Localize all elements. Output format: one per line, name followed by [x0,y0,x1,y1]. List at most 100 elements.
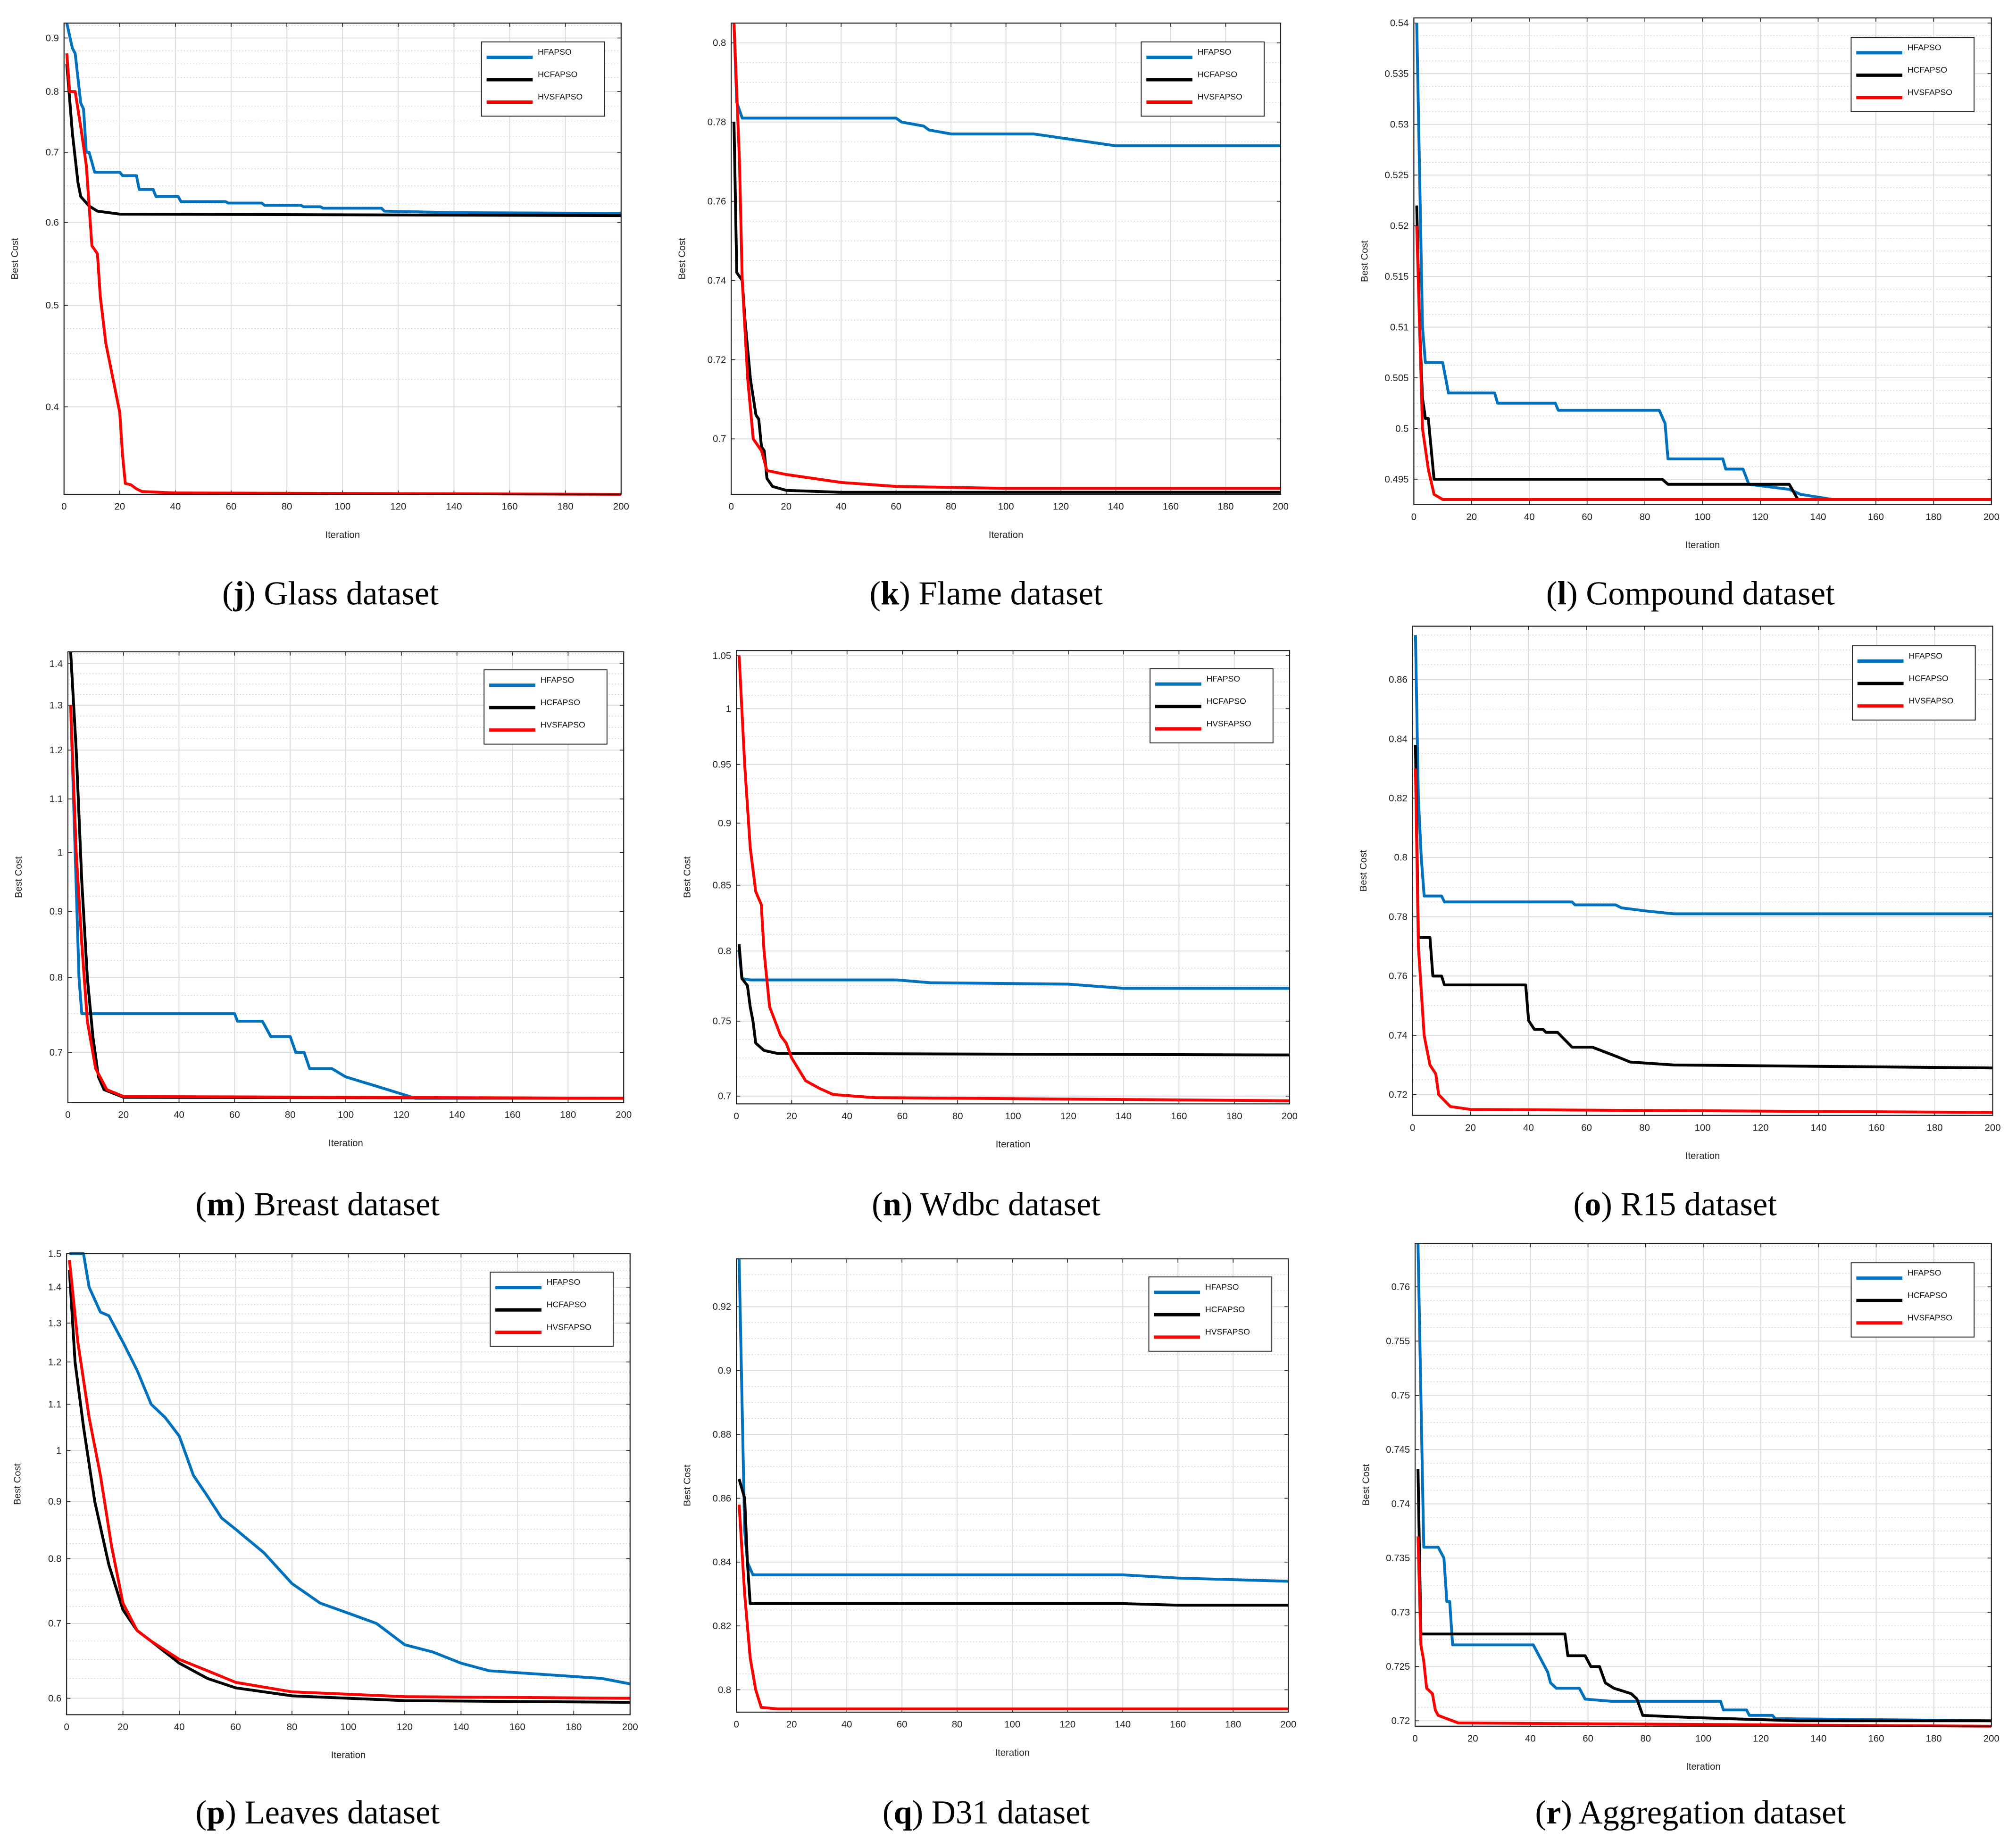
plot-border [731,22,1282,495]
x-tick-label: 180 [1926,1733,1942,1744]
x-tick-label: 60 [1581,1123,1592,1133]
y-tick-label: 0.7 [718,1091,731,1102]
y-tick-label: 0.82 [1389,793,1408,804]
x-tick-label: 100 [1004,1720,1020,1730]
caption-j: (j) Glass dataset [222,575,439,612]
x-tick-label: 180 [1925,512,1941,522]
y-tick-label: 0.8 [718,1685,731,1695]
y-tick-label: 0.8 [48,1554,61,1564]
y-tick-label: 0.72 [1389,1090,1408,1100]
legend-label: HFAPSO [1908,651,1942,660]
x-axis-label: Iteration [1685,540,1720,550]
y-tick-label: 0.9 [718,1366,731,1376]
legend-label: HCFAPSO [1207,696,1246,706]
x-tick-label: 160 [502,502,518,512]
y-tick-label: 0.7 [713,434,726,444]
x-tick-label: 100 [334,502,350,512]
x-tick-label: 20 [781,502,792,512]
series-line-hvsfapso [733,23,1281,490]
legend: HFAPSO HCFAPSO HVSFAPSO [1150,668,1274,744]
y-tick-label: 1.5 [48,1249,61,1259]
legend-label: HFAPSO [1205,1282,1239,1291]
y-axis-label: Best Cost [1358,850,1369,892]
plot-border [736,1258,1289,1713]
y-tick-label: 0.9 [46,33,59,43]
x-tick-label: 120 [1053,502,1069,512]
y-tick-label: 0.76 [708,196,726,207]
x-tick-label: 200 [1985,1123,2001,1133]
chart-j: 0.4 0.5 0.6 0.7 0.8 0.9 0 20 40 60 80 100 120 140 160 1… [10,22,629,540]
x-tick-label: 140 [1810,1733,1826,1744]
y-tick-label: 1 [726,704,731,714]
series-line-hvsfapso [69,705,624,1100]
x-tick-label: 160 [1170,1720,1186,1730]
caption-text: Compound dataset [1586,575,1835,612]
x-tick-label: 80 [952,1720,963,1730]
series-line-hcfapso [738,944,1290,1057]
y-tick-label: 0.8 [1394,853,1407,863]
legend-label: HFAPSO [541,675,575,684]
y-tick-label: 0.95 [713,759,732,770]
x-tick-label: 200 [1282,1111,1298,1122]
y-tick-label: 1.3 [50,700,63,711]
y-tick-label: 0.72 [708,355,726,365]
x-tick-label: 20 [786,1720,797,1730]
series-line-hcfapso [738,1479,1289,1607]
chart-p: 0.6 0.7 0.8 0.9 1 1.1 1.2 1.3 1.4 1.5 0 20 40 60 80 100… [12,1249,638,1761]
x-tick-label: 40 [174,1722,185,1732]
x-tick-label: 180 [1218,502,1234,512]
x-tick-label: 20 [1466,512,1477,522]
series-line-hfapso [1415,23,1991,501]
series-line-hcfapso [1414,745,1993,1070]
y-tick-label: 0.735 [1386,1553,1410,1564]
y-tick-label: 0.88 [713,1430,732,1440]
y-axis-label: Best Cost [1360,240,1370,282]
chart-q: 0.8 0.82 0.84 0.86 0.88 0.9 0.92 0 20 40 60 80 100 12… [682,1258,1296,1758]
y-tick-label: 0.5 [1395,424,1408,434]
y-tick-label: 0.9 [48,1497,61,1507]
x-tick-label: 0 [1410,1123,1415,1133]
x-tick-label: 100 [340,1722,356,1732]
x-tick-label: 40 [842,1720,852,1730]
plot-border [66,1253,631,1715]
x-tick-label: 100 [998,502,1014,512]
caption-letter: o [1584,1186,1601,1223]
y-tick-label: 0.76 [1389,971,1408,982]
x-tick-label: 20 [1467,1733,1478,1744]
y-tick-label: 0.525 [1385,170,1409,181]
series-line-hfapso [65,23,621,215]
series-line-hcfapso [1416,1469,1991,1723]
caption-letter: p [207,1794,225,1831]
series-line-hvsfapso [738,656,1290,1102]
caption-letter: q [893,1794,912,1831]
caption-text: Wdbc dataset [920,1186,1101,1223]
series-line-hvsfapso [1415,225,1991,501]
y-tick-label: 0.745 [1386,1445,1410,1455]
y-tick-label: 0.505 [1385,373,1409,383]
caption-l: (l) Compound dataset [1546,575,1835,612]
x-tick-label: 60 [230,1722,241,1732]
legend-label: HFAPSO [1908,42,1941,52]
chart-l: 0.495 0.5 0.505 0.51 0.515 0.52 0.525 0.53 0.535… [1360,17,2000,550]
x-tick-label: 60 [897,1720,908,1730]
legend-label: HCFAPSO [541,698,580,707]
y-tick-label: 1.05 [713,651,732,661]
legend: HFAPSO HCFAPSO HVSFAPSO [1852,645,1976,721]
x-axis-label: Iteration [328,1138,363,1149]
y-tick-label: 0.725 [1386,1662,1410,1672]
x-tick-label: 200 [1983,1733,2000,1744]
y-tick-label: 0.8 [46,87,59,97]
legend-label: HVSFAPSO [1207,719,1251,728]
x-tick-label: 140 [453,1722,469,1732]
x-tick-label: 100 [1005,1111,1021,1122]
legend: HFAPSO HCFAPSO HVSFAPSO [1141,41,1265,117]
x-tick-label: 200 [1273,502,1289,512]
y-tick-label: 0.75 [713,1016,732,1027]
y-tick-label: 0.84 [1389,734,1408,744]
x-tick-label: 0 [65,1110,70,1120]
y-tick-label: 0.74 [1389,1031,1408,1041]
y-tick-label: 1.1 [48,1399,61,1410]
caption-n: (n) Wdbc dataset [872,1186,1101,1223]
x-tick-label: 40 [1523,1123,1534,1133]
